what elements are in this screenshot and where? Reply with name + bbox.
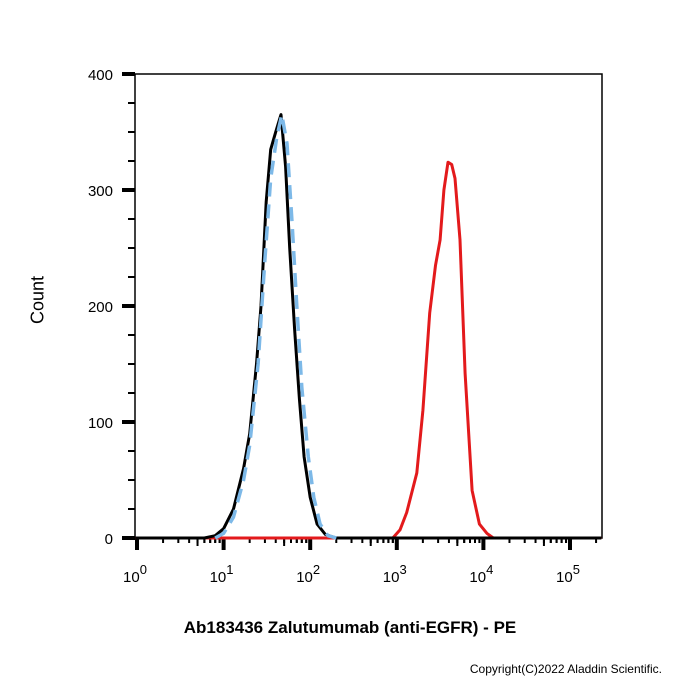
- plot-frame: [134, 73, 603, 539]
- y-tick-label: 0: [105, 531, 113, 548]
- y-tick-label: 300: [88, 183, 113, 200]
- series-line-0: [135, 160, 602, 540]
- y-axis-label: Count: [27, 275, 48, 325]
- y-tick-label: 400: [88, 67, 113, 84]
- x-tick-label: 103: [383, 562, 407, 586]
- x-tick-label: 104: [469, 562, 493, 586]
- series-line-2: [214, 112, 337, 540]
- y-tick-label: 100: [88, 415, 113, 432]
- series-line-1: [135, 113, 602, 540]
- x-axis-label: Ab183436 Zalutumumab (anti-EGFR) - PE: [183, 618, 517, 637]
- x-tick-label: 105: [556, 562, 580, 586]
- y-tick-label: 200: [88, 299, 113, 316]
- x-tick-label: 100: [123, 562, 147, 586]
- x-tick-label: 102: [296, 562, 320, 586]
- copyright-text: Copyright(C)2022 Aladdin Scientific.: [469, 662, 662, 676]
- x-tick-label: 101: [210, 562, 234, 586]
